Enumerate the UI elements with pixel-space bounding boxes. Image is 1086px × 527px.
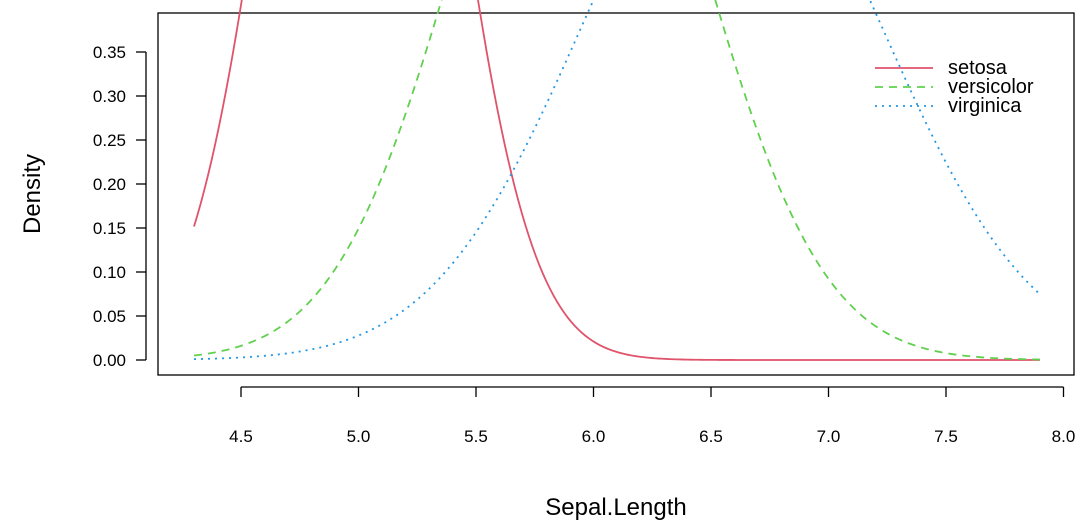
y-tick-label: 0.30 bbox=[93, 87, 126, 106]
x-axis-label: Sepal.Length bbox=[545, 494, 686, 521]
x-tick-label: 7.5 bbox=[934, 427, 958, 446]
x-tick-label: 4.5 bbox=[229, 427, 253, 446]
legend-label-versicolor: versicolor bbox=[948, 76, 1034, 98]
y-axis: 0.00 0.05 0.10 0.15 0.20 0.25 0.30 0.35 bbox=[93, 43, 147, 370]
x-tick-label: 5.0 bbox=[347, 427, 371, 446]
x-tick-label: 6.5 bbox=[699, 427, 723, 446]
y-tick-label: 0.05 bbox=[93, 307, 126, 326]
y-tick-label: 0.10 bbox=[93, 263, 126, 282]
x-tick-label: 7.0 bbox=[817, 427, 841, 446]
legend-label-setosa: setosa bbox=[948, 57, 1008, 79]
y-tick-label: 0.25 bbox=[93, 131, 126, 150]
x-tick-label: 8.0 bbox=[1052, 427, 1076, 446]
legend-label-virginica: virginica bbox=[948, 95, 1022, 117]
y-tick-label: 0.20 bbox=[93, 175, 126, 194]
y-tick-label: 0.00 bbox=[93, 351, 126, 370]
density-curves bbox=[193, 0, 1041, 361]
plot-frame bbox=[157, 12, 1075, 376]
x-tick-label: 5.5 bbox=[464, 427, 488, 446]
y-tick-label: 0.35 bbox=[93, 43, 126, 62]
series-line-virginica bbox=[193, 0, 1041, 361]
x-tick-label: 6.0 bbox=[582, 427, 606, 446]
x-axis: 4.5 5.0 5.5 6.0 6.5 7.0 7.5 8.0 bbox=[229, 386, 1076, 446]
y-axis-label: Density bbox=[19, 154, 46, 234]
series-line-setosa bbox=[193, 0, 1040, 361]
series-line-versicolor bbox=[193, 0, 1041, 361]
y-tick-label: 0.15 bbox=[93, 219, 126, 238]
